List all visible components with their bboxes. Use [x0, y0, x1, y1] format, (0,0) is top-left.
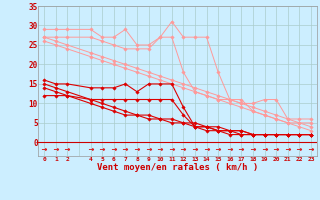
X-axis label: Vent moyen/en rafales ( km/h ): Vent moyen/en rafales ( km/h ) [97, 163, 258, 172]
